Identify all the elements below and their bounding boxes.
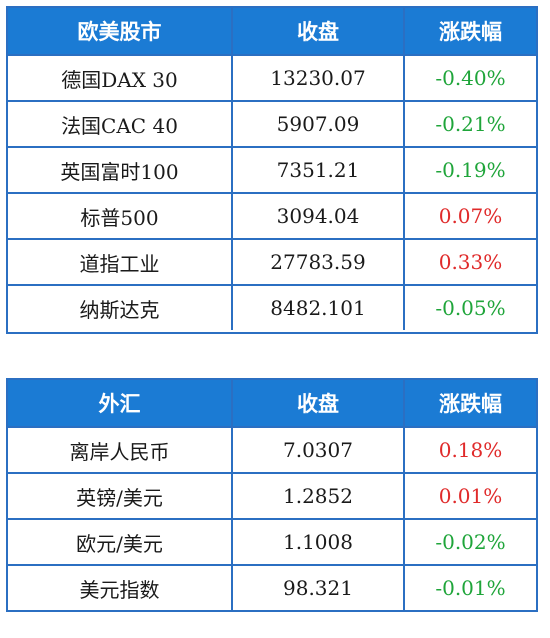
close-value: 98.321	[233, 566, 405, 610]
table-row: 纳斯达克 8482.101 -0.05%	[8, 284, 536, 330]
currency-name: 英镑/美元	[8, 474, 233, 518]
fx-header-name: 外汇	[8, 380, 233, 426]
index-name: 标普500	[8, 194, 233, 238]
fx-header-change: 涨跌幅	[439, 392, 502, 416]
currency-name: 美元指数	[8, 566, 233, 610]
table-row: 法国CAC 40 5907.09 -0.21%	[8, 100, 536, 146]
stocks-header-row: 欧美股市 收盘 涨跌幅	[8, 8, 536, 54]
change-value: -0.40%	[435, 66, 506, 90]
close-value: 3094.04	[233, 194, 405, 238]
close-value: 7351.21	[233, 148, 405, 192]
close-value: 1.2852	[233, 474, 405, 518]
change-value: -0.01%	[435, 576, 506, 600]
fx-header-row: 外汇 收盘 涨跌幅	[8, 380, 536, 426]
stocks-header-change: 涨跌幅	[439, 20, 502, 44]
change-value: 0.18%	[438, 438, 503, 462]
stocks-header-close: 收盘	[233, 8, 405, 54]
index-name: 德国DAX 30	[8, 56, 233, 100]
table-row: 标普500 3094.04 0.07%	[8, 192, 536, 238]
currency-name: 离岸人民币	[8, 428, 233, 472]
currency-name: 欧元/美元	[8, 520, 233, 564]
index-name: 法国CAC 40	[8, 102, 233, 146]
index-name: 道指工业	[8, 240, 233, 284]
change-value: 0.33%	[438, 250, 503, 274]
close-value: 27783.59	[233, 240, 405, 284]
table-row: 美元指数 98.321 -0.01%	[8, 564, 536, 610]
fx-table: 外汇 收盘 涨跌幅 离岸人民币 7.0307 0.18% 英镑/美元 1.285…	[6, 378, 538, 612]
close-value: 13230.07	[233, 56, 405, 100]
close-value: 1.1008	[233, 520, 405, 564]
close-value: 7.0307	[233, 428, 405, 472]
stocks-header-name: 欧美股市	[8, 8, 233, 54]
change-value: 0.01%	[438, 484, 503, 508]
change-value: -0.05%	[435, 296, 506, 320]
index-name: 纳斯达克	[8, 286, 233, 330]
change-value: -0.19%	[435, 158, 506, 182]
change-value: 0.07%	[438, 204, 503, 228]
index-name: 英国富时100	[8, 148, 233, 192]
fx-header-close: 收盘	[233, 380, 405, 426]
table-row: 离岸人民币 7.0307 0.18%	[8, 426, 536, 472]
table-row: 英国富时100 7351.21 -0.19%	[8, 146, 536, 192]
table-row: 英镑/美元 1.2852 0.01%	[8, 472, 536, 518]
stocks-table: 欧美股市 收盘 涨跌幅 德国DAX 30 13230.07 -0.40% 法国C…	[6, 6, 538, 334]
table-row: 欧元/美元 1.1008 -0.02%	[8, 518, 536, 564]
change-value: -0.02%	[435, 530, 506, 554]
table-row: 道指工业 27783.59 0.33%	[8, 238, 536, 284]
close-value: 5907.09	[233, 102, 405, 146]
table-row: 德国DAX 30 13230.07 -0.40%	[8, 54, 536, 100]
change-value: -0.21%	[435, 112, 506, 136]
close-value: 8482.101	[233, 286, 405, 330]
